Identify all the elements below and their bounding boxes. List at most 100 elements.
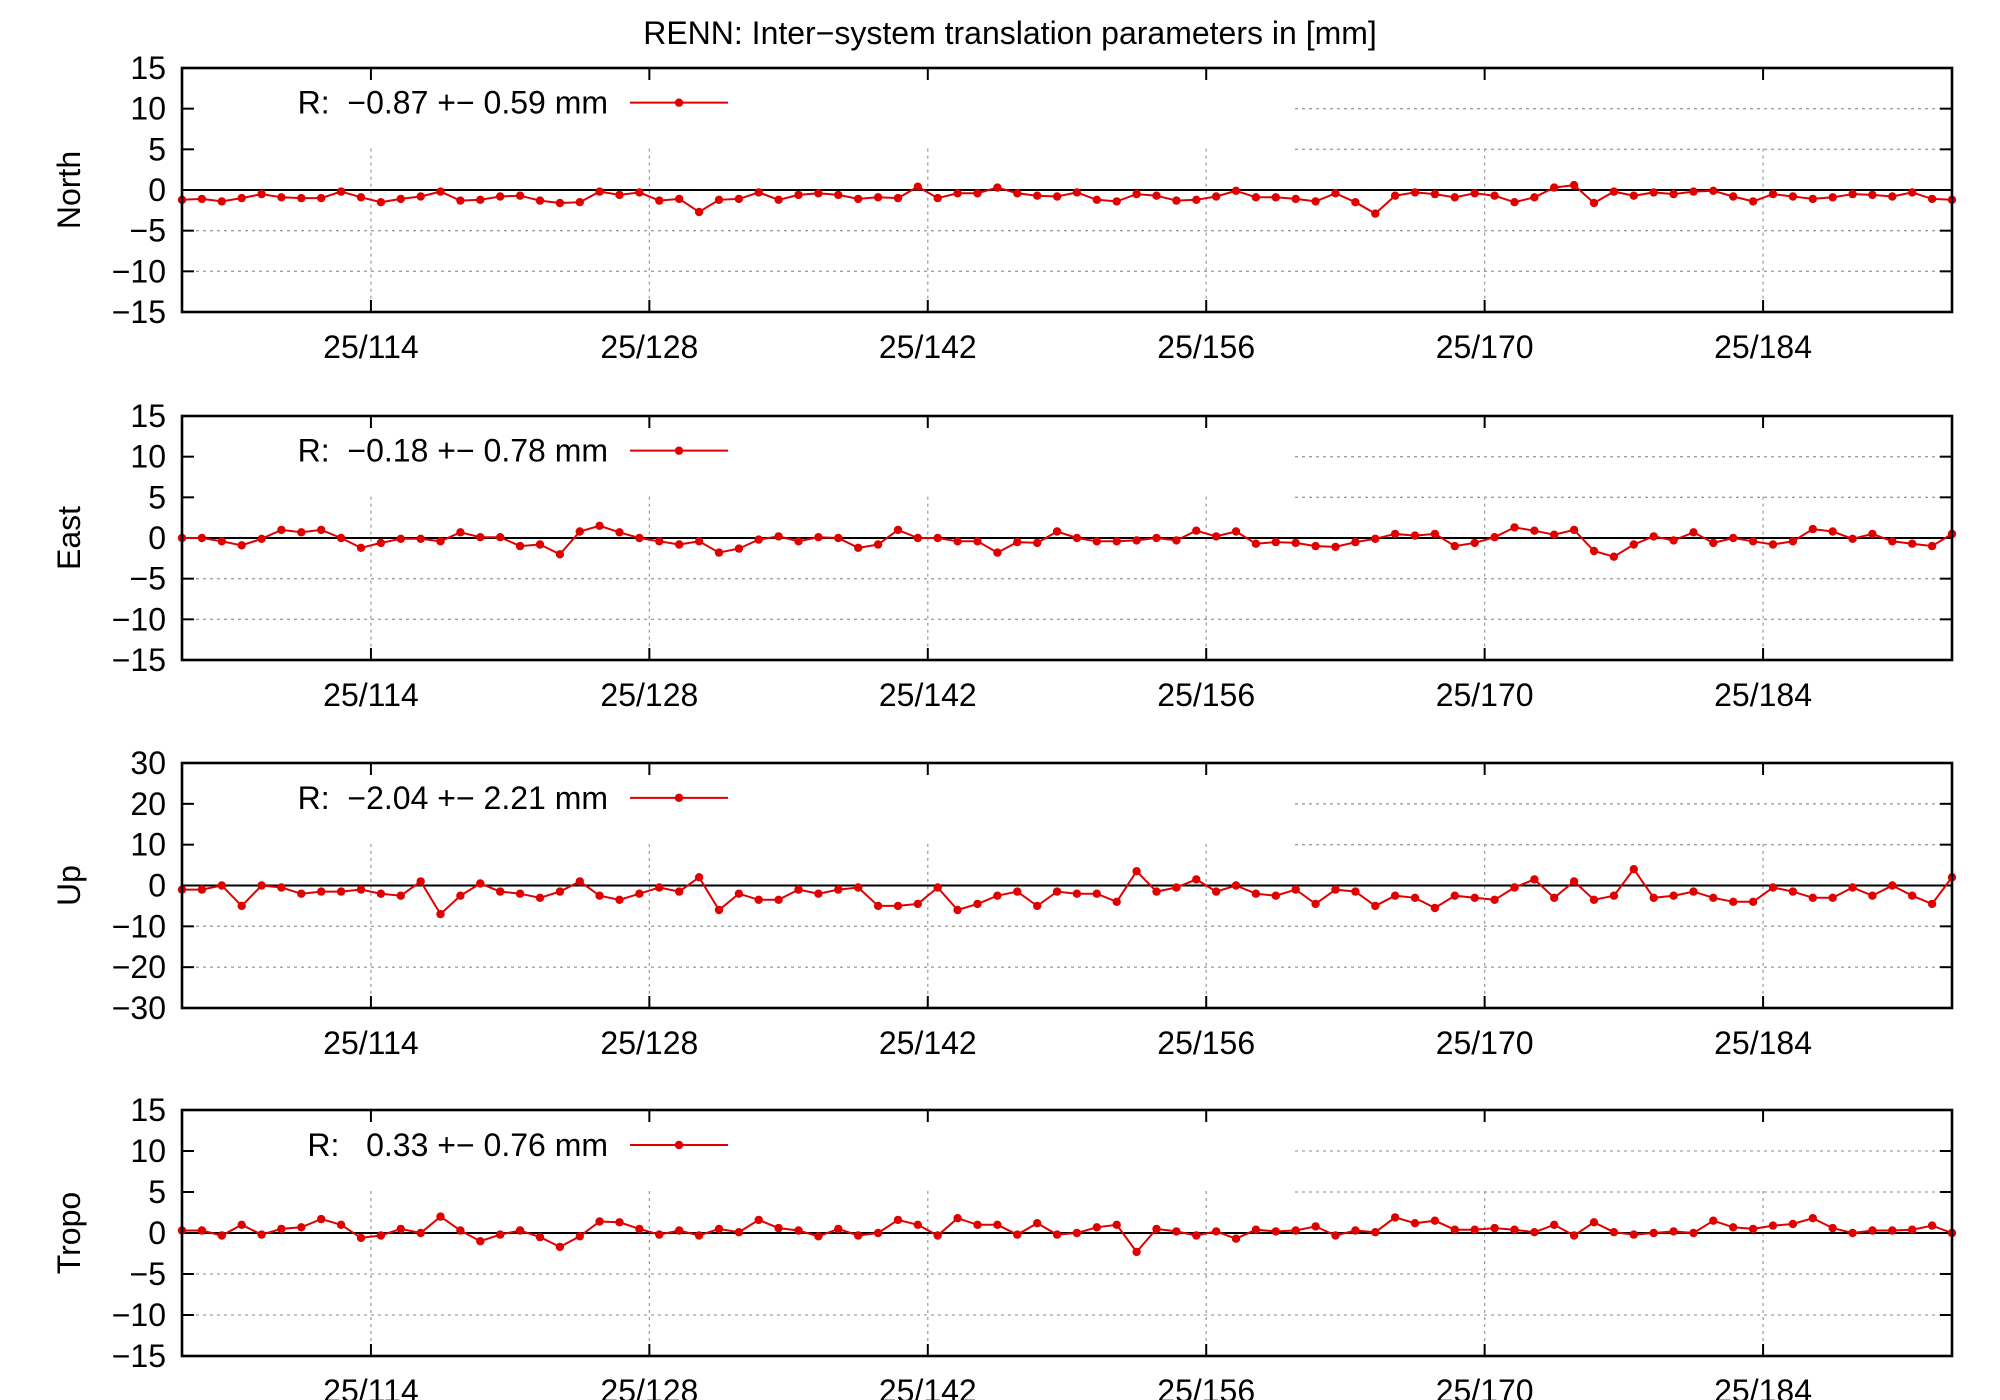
data-point — [535, 540, 545, 549]
data-point — [1132, 867, 1141, 876]
data-point — [1908, 539, 1917, 548]
data-point — [496, 887, 505, 896]
data-point — [1291, 194, 1300, 204]
data-point — [734, 544, 744, 553]
data-point — [476, 1237, 485, 1246]
data-point — [655, 883, 664, 892]
data-point — [1271, 537, 1281, 547]
data-point — [237, 541, 246, 550]
data-point — [1629, 191, 1639, 200]
data-point — [1052, 527, 1062, 536]
data-point — [953, 189, 962, 198]
data-point — [734, 1228, 744, 1237]
data-point — [1450, 891, 1460, 900]
data-point — [1848, 883, 1857, 892]
y-tick-label: 20 — [130, 786, 166, 822]
data-point — [615, 895, 624, 904]
data-point — [1430, 189, 1440, 199]
data-point — [1868, 529, 1877, 539]
data-point — [217, 197, 226, 206]
data-point — [854, 883, 863, 892]
data-point — [1530, 1228, 1539, 1237]
data-point — [555, 198, 565, 208]
data-point — [893, 1215, 903, 1225]
data-point — [436, 187, 445, 196]
data-point — [1092, 889, 1102, 898]
data-point — [1569, 525, 1579, 535]
data-point — [814, 533, 823, 542]
data-point — [1072, 533, 1082, 543]
data-point — [456, 1226, 465, 1235]
data-point — [1271, 891, 1281, 900]
data-point — [1251, 539, 1261, 548]
data-point — [694, 873, 704, 882]
data-point — [1669, 891, 1678, 900]
data-point — [1808, 1214, 1818, 1223]
data-point — [1709, 538, 1718, 548]
x-tick-label: 25/128 — [600, 329, 698, 365]
data-point — [1550, 530, 1559, 539]
data-point — [1390, 1213, 1400, 1222]
data-point — [1331, 1231, 1340, 1240]
data-point — [675, 194, 684, 204]
data-point — [873, 901, 883, 911]
data-point — [1589, 546, 1599, 556]
data-point — [277, 525, 286, 535]
data-point — [1808, 194, 1818, 204]
data-point — [1172, 196, 1181, 205]
data-point — [655, 537, 664, 546]
data-point — [1550, 183, 1559, 192]
x-tick-label: 25/128 — [600, 1373, 698, 1400]
y-tick-label: 0 — [148, 172, 166, 208]
data-point — [1768, 1221, 1778, 1230]
data-point — [456, 528, 465, 537]
plot-frame — [180, 1108, 1954, 1358]
y-tick-label: 15 — [130, 50, 166, 86]
data-point — [1550, 893, 1559, 902]
data-point — [1490, 533, 1499, 542]
data-point — [1052, 887, 1062, 896]
data-point — [714, 195, 724, 204]
data-point — [953, 905, 962, 915]
data-point — [1808, 524, 1818, 534]
data-point — [1748, 537, 1758, 546]
data-point — [794, 1226, 803, 1235]
data-point — [1569, 877, 1579, 886]
y-tick-label: 30 — [130, 745, 166, 781]
data-point — [336, 533, 346, 543]
data-point — [1788, 1219, 1798, 1229]
data-point — [1888, 881, 1897, 890]
data-point — [754, 895, 763, 904]
data-point — [675, 540, 684, 549]
data-point — [913, 533, 922, 543]
data-point — [1510, 523, 1519, 532]
plot-frame — [180, 414, 1954, 662]
data-point — [436, 909, 445, 919]
legend-marker — [674, 446, 684, 455]
data-point — [1669, 536, 1678, 545]
data-point — [217, 1231, 226, 1240]
data-point — [1729, 533, 1738, 543]
data-point — [1470, 893, 1479, 902]
panel-tropo: 15 10 5 0 −5 −10 −15 25/114 25/128 25/142 25/156 25… — [51, 1092, 1957, 1400]
data-point — [1490, 191, 1499, 200]
data-point — [1072, 889, 1082, 898]
data-point — [1689, 528, 1698, 537]
legend-text: R: −2.04 +− 2.21 mm — [298, 780, 608, 816]
data-point — [1331, 885, 1340, 894]
data-point — [854, 194, 863, 204]
data-point — [1390, 529, 1400, 539]
data-point — [1351, 1226, 1360, 1235]
data-point — [376, 538, 386, 548]
data-point — [197, 533, 207, 543]
y-tick-label: 10 — [130, 91, 166, 127]
data-point — [1888, 1226, 1897, 1235]
y-axis-label: North — [51, 151, 87, 229]
data-point — [1888, 192, 1897, 201]
data-point — [1748, 897, 1758, 906]
data-point — [476, 195, 485, 204]
data-point — [1351, 537, 1360, 547]
data-point — [1410, 1219, 1420, 1228]
data-point — [1629, 540, 1639, 549]
data-point — [297, 889, 306, 898]
